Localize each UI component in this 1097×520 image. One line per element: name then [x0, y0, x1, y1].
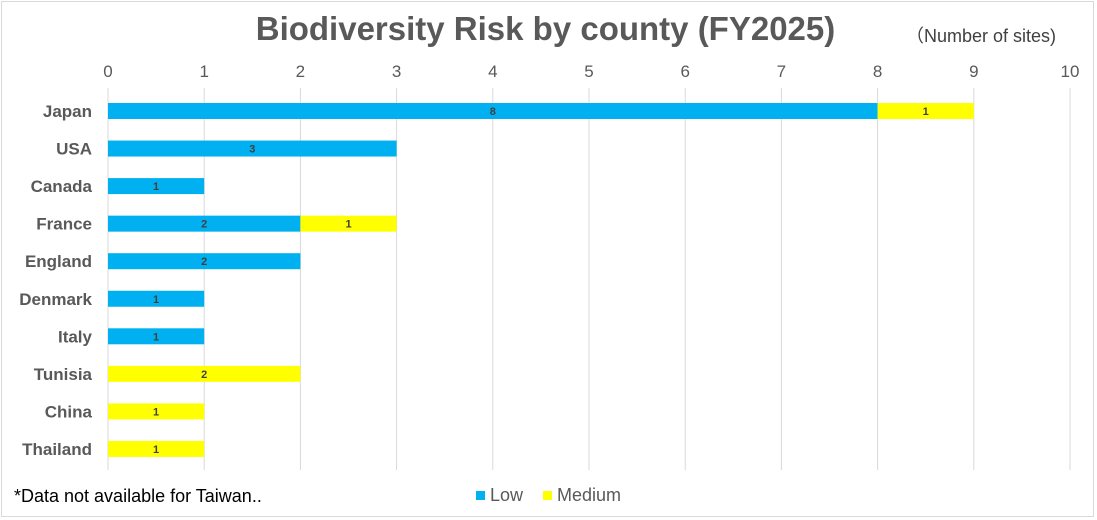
data-label: 8	[490, 106, 496, 118]
x-tick-label: 6	[680, 62, 689, 81]
category-label: USA	[56, 140, 92, 159]
data-label: 2	[201, 219, 207, 231]
data-label: 1	[153, 294, 159, 306]
category-label: Tunisia	[34, 365, 93, 384]
x-tick-label: 7	[777, 62, 786, 81]
legend-swatch-medium	[543, 491, 552, 500]
legend-swatch-low	[476, 491, 485, 500]
category-label: Thailand	[22, 440, 92, 459]
category-label: France	[36, 215, 92, 234]
data-label: 2	[201, 369, 207, 381]
category-label: Canada	[31, 177, 93, 196]
bar-low	[108, 290, 205, 307]
legend-label-medium: Medium	[557, 485, 622, 505]
legend-item-low: Low	[476, 485, 523, 506]
bar-low	[108, 328, 205, 345]
category-label: China	[45, 402, 93, 421]
bar-low	[108, 140, 397, 157]
data-label: 3	[249, 144, 255, 156]
bar-low	[108, 103, 878, 119]
legend-label-low: Low	[490, 485, 524, 505]
legend-item-medium: Medium	[543, 485, 621, 506]
x-tick-label: 1	[199, 62, 208, 81]
bar-low	[108, 253, 301, 270]
data-label: 1	[153, 444, 159, 456]
x-tick-label: 9	[969, 62, 978, 81]
data-label: 1	[153, 406, 159, 418]
x-tick-label: 3	[392, 62, 401, 81]
category-label: Italy	[58, 327, 93, 346]
bar-medium	[108, 403, 205, 420]
data-label: 2	[201, 256, 207, 268]
data-label: 1	[153, 331, 159, 343]
x-tick-label: 2	[296, 62, 305, 81]
data-label: 1	[923, 106, 929, 118]
category-label: Denmark	[19, 290, 92, 309]
data-label: 1	[153, 181, 159, 193]
chart-title: Biodiversity Risk by county (FY2025)	[255, 10, 836, 47]
bar-medium	[108, 440, 205, 457]
x-tick-label: 5	[584, 62, 593, 81]
unit-label: （Number of sites)	[906, 26, 1057, 46]
bar-medium	[300, 215, 397, 232]
category-label: England	[25, 252, 92, 271]
bar-medium	[108, 365, 301, 382]
data-label: 1	[345, 219, 351, 231]
category-label: Japan	[43, 102, 92, 121]
x-tick-label: 0	[103, 62, 112, 81]
x-tick-label: 8	[873, 62, 882, 81]
footnote: *Data not available for Taiwan..	[14, 486, 262, 506]
bar-low	[108, 215, 301, 232]
x-tick-label: 4	[488, 62, 497, 81]
bar-medium	[877, 103, 974, 119]
bar-low	[108, 178, 205, 195]
x-tick-label: 10	[1061, 62, 1080, 81]
